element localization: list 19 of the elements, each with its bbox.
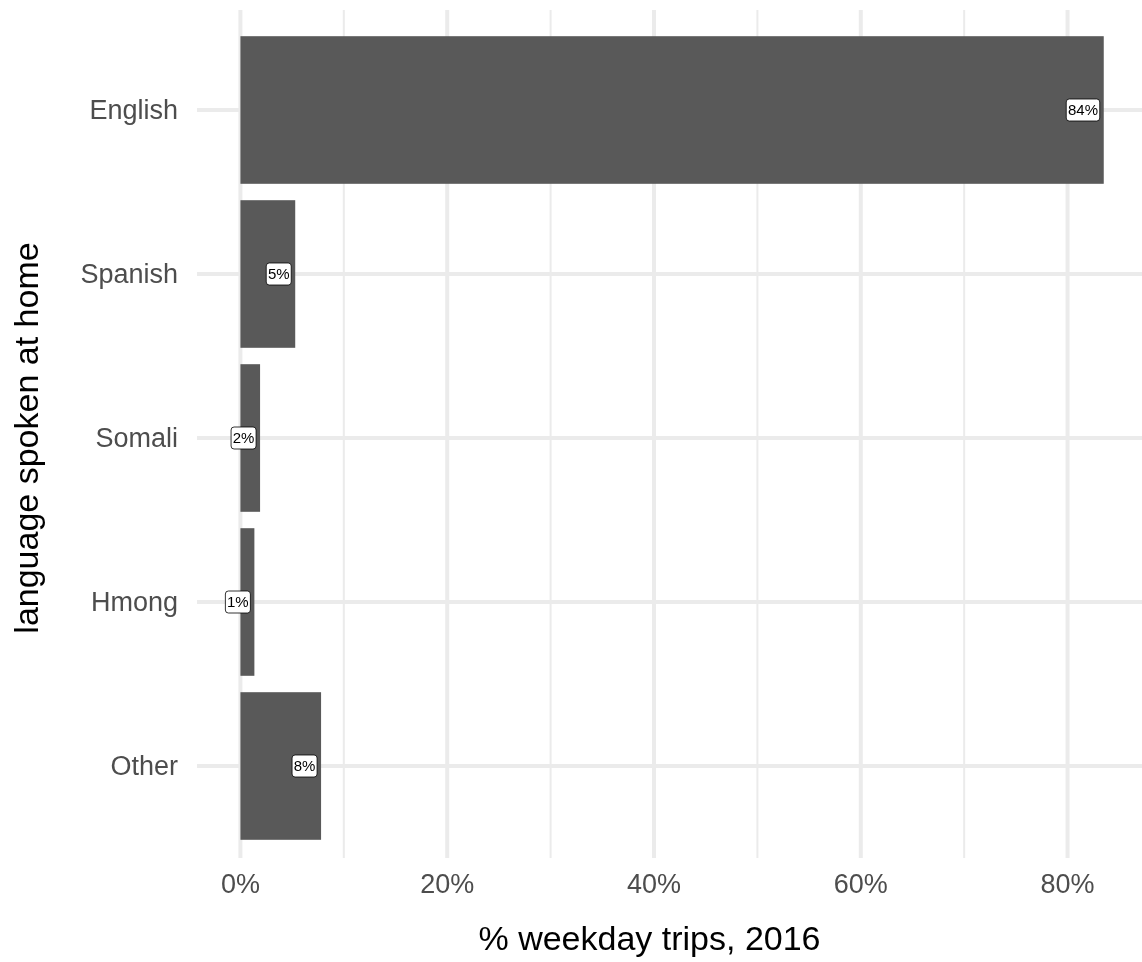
y-tick-label: Hmong <box>90 587 178 618</box>
x-tick-label: 80% <box>1040 869 1095 899</box>
y-tick-label: Somali <box>95 423 178 454</box>
bar <box>240 200 296 348</box>
bar <box>240 692 322 840</box>
data-label: 8% <box>293 757 316 775</box>
data-label: 1% <box>227 593 249 611</box>
x-tick-label: 0% <box>220 869 260 899</box>
data-label: 2% <box>232 429 255 447</box>
x-axis-title: % weekday trips, 2016 <box>478 919 821 957</box>
x-tick-label: 40% <box>626 869 682 899</box>
y-tick-label: Spanish <box>80 259 178 290</box>
x-tick-label: 20% <box>420 869 475 899</box>
data-label: 5% <box>267 265 290 283</box>
x-tick-label: 60% <box>833 869 888 899</box>
data-label: 84% <box>1067 101 1099 119</box>
y-axis-title: language spoken at home <box>7 242 45 634</box>
y-tick-label: Other <box>110 751 178 782</box>
y-tick-label: English <box>89 95 178 126</box>
